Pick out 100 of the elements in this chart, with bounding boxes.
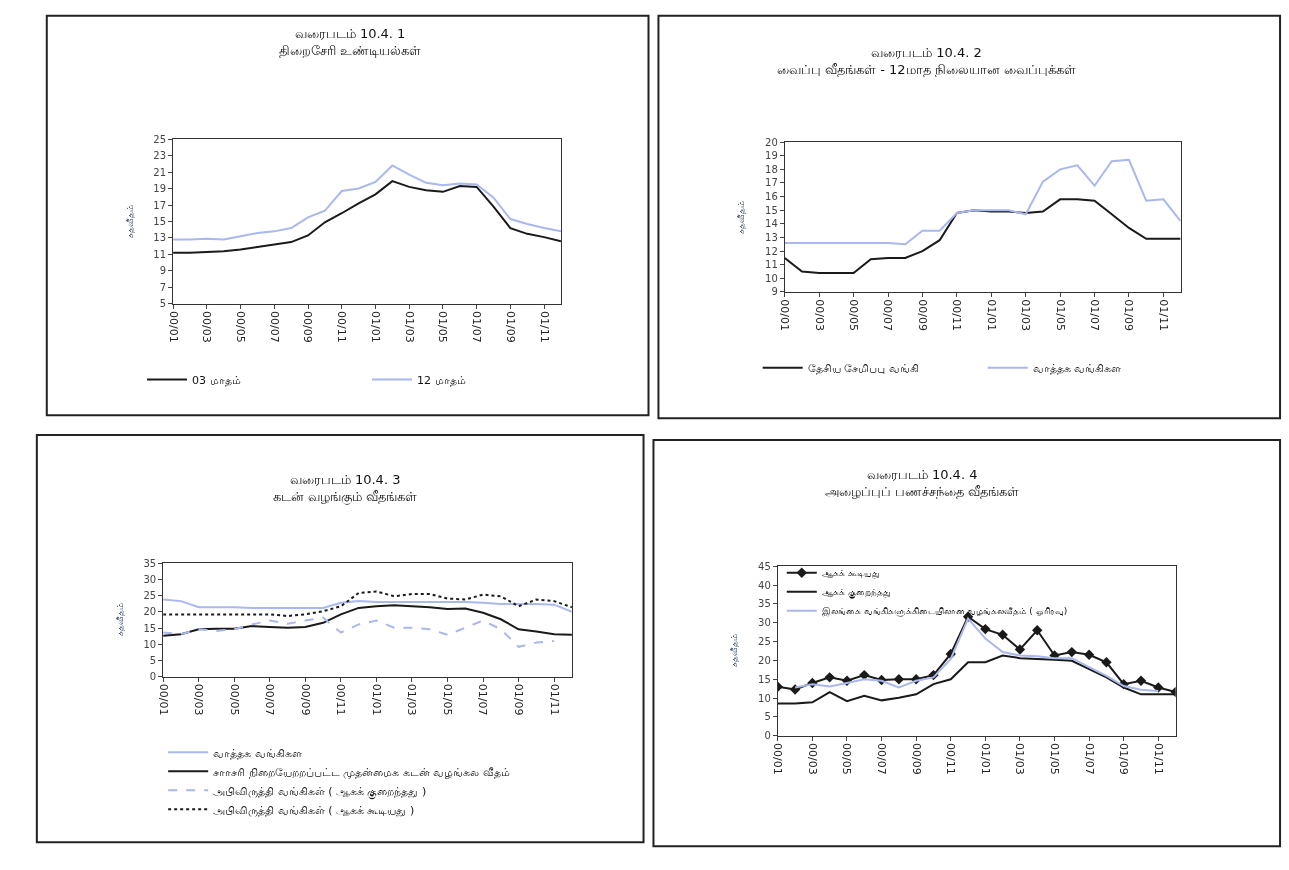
x-tick-label: 00/05 bbox=[227, 683, 241, 716]
y-tick-label: 0 bbox=[764, 730, 771, 742]
y-tick-label: 45 bbox=[758, 560, 771, 572]
line-series bbox=[163, 604, 572, 637]
point bbox=[893, 674, 905, 685]
y-tick-label: 20 bbox=[758, 654, 771, 666]
line-series bbox=[784, 198, 1181, 274]
y-tick-label: 7 bbox=[159, 281, 167, 293]
legend-label: ஆகக் கூடியது bbox=[821, 568, 880, 580]
x-tick-label: 00/11 bbox=[944, 742, 958, 775]
y-tick-label: 18 bbox=[765, 163, 778, 175]
line-series bbox=[173, 164, 561, 241]
legend-label: சாாசரி நிறையேறறப்பட்ட முதன்மைக கடன் வழங்கல வீதம் bbox=[213, 765, 510, 779]
y-tick-label: 15 bbox=[765, 204, 778, 216]
x-tick-label: 01/03 bbox=[1013, 742, 1027, 775]
y-tick-label: 35 bbox=[758, 598, 771, 610]
x-tick-label: 01/11 bbox=[547, 683, 561, 716]
y-tick-label: 9 bbox=[771, 286, 778, 298]
point bbox=[980, 623, 991, 635]
x-tick-label: 00/03 bbox=[200, 311, 214, 343]
legend-label: 03 மாதம் bbox=[192, 373, 241, 387]
legend-label: 12 மாதம் bbox=[417, 373, 466, 387]
y-tick-label: 15 bbox=[153, 215, 167, 227]
legend-label: அபிவிருத்தி வங்கிகள் ( ஆகக் கூடியது ) bbox=[213, 803, 415, 817]
x-tick-label: 01/03 bbox=[1019, 299, 1033, 331]
x-tick-label: 00/03 bbox=[812, 299, 826, 331]
y-tick-label: 11 bbox=[153, 248, 167, 260]
legend-label: அபிவிருத்தி வங்கிகள் ( ஆகக் குறைந்தது ) bbox=[213, 784, 427, 800]
y-tick-label: 23 bbox=[153, 150, 167, 162]
x-tick-label: 00/05 bbox=[233, 311, 247, 343]
x-tick-label: 01/09 bbox=[1122, 299, 1136, 331]
y-tick-label: 25 bbox=[153, 133, 167, 145]
x-tick-label: 01/05 bbox=[1047, 742, 1061, 775]
x-tick-label: 00/05 bbox=[847, 299, 861, 331]
x-tick-label: 00/09 bbox=[301, 311, 315, 343]
point bbox=[859, 669, 870, 681]
x-tick-label: 01/07 bbox=[1087, 299, 1101, 331]
x-tick-label: 01/01 bbox=[369, 683, 383, 716]
point bbox=[1066, 646, 1078, 658]
legend-label: இலங்கை வங்கிகளுக்கிடையிலான வழங்கலவீதம் ( ஓரிரவு) bbox=[821, 606, 1068, 618]
chart-subtitle: வைப்பு வீதங்கள் - 12மாத நிலையான வைப்புக்கள் bbox=[777, 61, 1076, 77]
point bbox=[1083, 649, 1095, 660]
chart-title: வரைபடம் 10.4. 4 bbox=[866, 467, 978, 482]
y-tick-label: 17 bbox=[153, 199, 167, 211]
x-tick-label: 01/09 bbox=[503, 311, 517, 343]
x-tick-label: 01/09 bbox=[512, 683, 526, 716]
legend-label: வாத்தக வங்கிகள bbox=[213, 746, 302, 760]
y-tick-label: 17 bbox=[765, 177, 778, 189]
x-tick-label: 00/07 bbox=[875, 742, 888, 775]
y-tick-label: 30 bbox=[758, 617, 771, 629]
y-tick-label: 20 bbox=[143, 606, 157, 618]
point bbox=[1153, 682, 1164, 693]
y-tick-label: 15 bbox=[758, 673, 771, 685]
y-tick-label: 5 bbox=[764, 711, 771, 723]
x-tick-label: 01/05 bbox=[440, 683, 454, 716]
chart-title: வரைபடம் 10.4. 3 bbox=[289, 472, 401, 487]
line-series bbox=[163, 598, 572, 613]
x-tick-label: 00/01 bbox=[166, 311, 180, 343]
legend-label: வாத்தக வங்கிகள bbox=[1032, 361, 1122, 375]
line-series bbox=[163, 590, 572, 618]
x-tick-label: 01/09 bbox=[1117, 742, 1131, 775]
y-tick-label: 21 bbox=[153, 166, 167, 178]
x-tick-label: 00/03 bbox=[805, 742, 819, 775]
line-series bbox=[173, 180, 561, 254]
x-tick-label: 00/09 bbox=[915, 299, 929, 331]
y-axis-title: சதவீதம் bbox=[124, 204, 135, 238]
x-tick-label: 00/11 bbox=[335, 311, 349, 343]
x-tick-label: 01/05 bbox=[1053, 299, 1067, 331]
y-tick-label: 25 bbox=[758, 636, 771, 648]
legend-label: ஆகக் குறைந்தது bbox=[821, 587, 891, 600]
x-tick-label: 01/11 bbox=[537, 311, 551, 343]
x-tick-label: 00/11 bbox=[950, 299, 964, 331]
x-tick-label: 01/07 bbox=[476, 683, 490, 716]
y-tick-label: 19 bbox=[153, 183, 167, 195]
chart-title: வரைபடம் 10.4. 2 bbox=[871, 45, 982, 60]
y-axis-title: சதவீதம் bbox=[114, 603, 125, 637]
x-tick-label: 01/07 bbox=[1082, 742, 1096, 775]
y-axis-title: சதவீதம் bbox=[729, 634, 740, 668]
point bbox=[1032, 625, 1043, 636]
chart-title: வரைபடம் 10.4. 1 bbox=[294, 26, 406, 41]
x-tick-label: 00/01 bbox=[771, 742, 785, 775]
x-tick-label: 01/01 bbox=[368, 311, 382, 343]
point bbox=[1101, 657, 1112, 668]
legend-label: தேசிய சேமிபபு வங்கி bbox=[807, 361, 919, 375]
y-tick-label: 16 bbox=[765, 191, 778, 203]
x-tick-label: 00/07 bbox=[263, 683, 277, 716]
y-tick-label: 30 bbox=[143, 573, 157, 585]
y-tick-label: 35 bbox=[143, 557, 157, 569]
x-tick-label: 00/01 bbox=[156, 683, 170, 716]
x-tick-label: 00/03 bbox=[192, 683, 206, 716]
x-tick-label: 00/11 bbox=[334, 683, 348, 716]
y-tick-label: 14 bbox=[765, 218, 778, 230]
y-tick-label: 25 bbox=[143, 590, 157, 602]
point bbox=[1135, 675, 1147, 686]
x-tick-label: 01/11 bbox=[1156, 299, 1170, 331]
y-tick-label: 9 bbox=[159, 265, 167, 277]
chart-subtitle: கடன் வழங்கும் வீதங்கள் bbox=[273, 488, 418, 505]
chart-subtitle: திறைசேரி உண்டியல்கள் bbox=[279, 42, 422, 58]
x-tick-label: 00/01 bbox=[778, 299, 792, 331]
x-tick-label: 00/07 bbox=[267, 311, 281, 343]
